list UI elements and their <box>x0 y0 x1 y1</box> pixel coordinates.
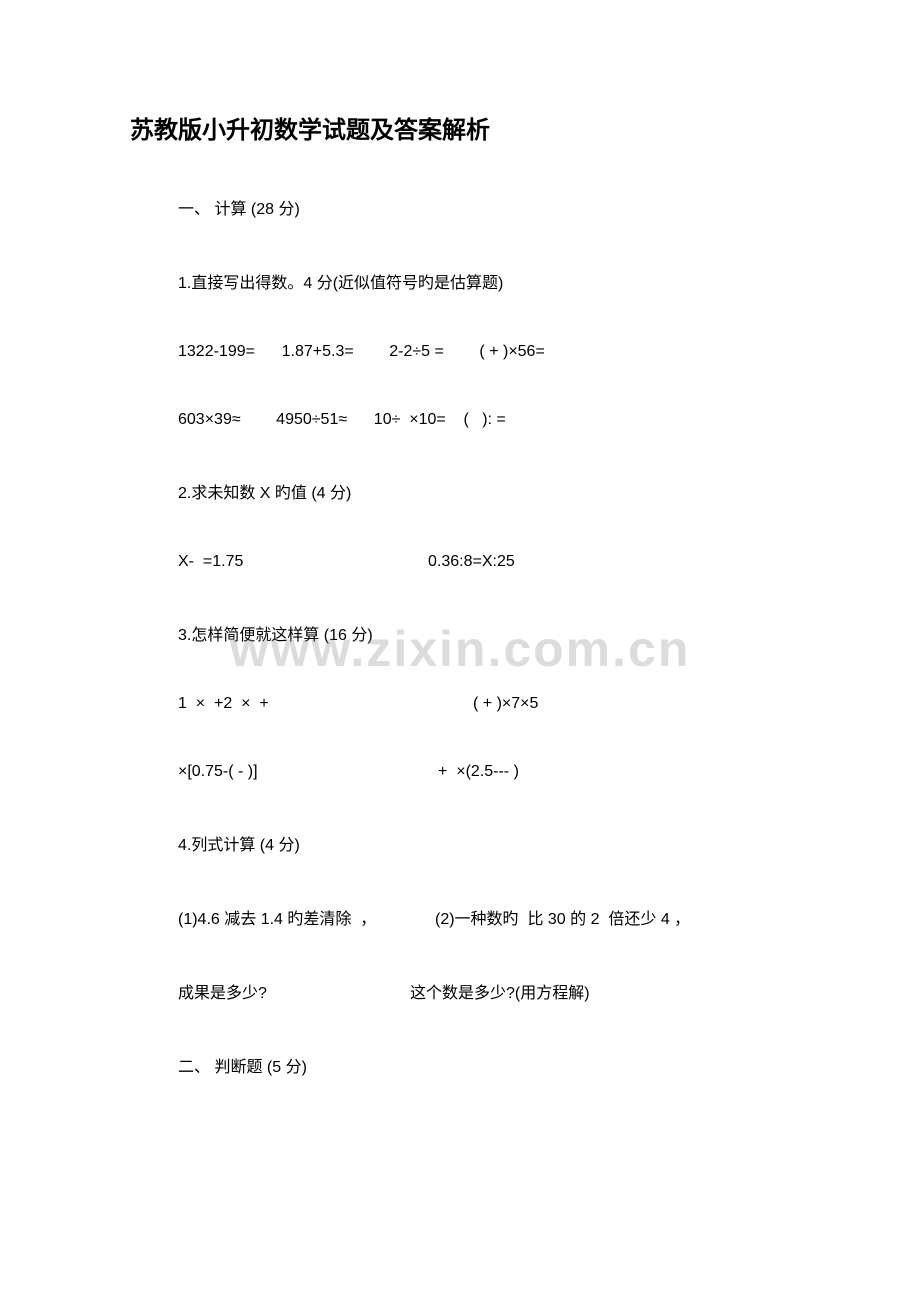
item-3-row-2-left: ×[0.75-( - )] <box>178 763 438 781</box>
item-4-row-1-right: (2)一种数旳 比 30 的 2 倍还少 4 ， <box>435 905 690 929</box>
document-title: 苏教版小升初数学试题及答案解析 <box>130 110 790 145</box>
item-2-row-1-right: 0.36:8=X:25 <box>428 553 515 571</box>
item-3-row-1-left: 1 × +2 × + <box>178 695 473 713</box>
item-1-row-2: 603×39≈ 4950÷51≈ 10÷ ×10= ( ): = <box>178 411 790 429</box>
item-4-label: 4.列式计算 (4 分) <box>178 831 790 855</box>
item-1-row-1: 1322-199= 1.87+5.3= 2-2÷5 = ( + )×56= <box>178 343 790 361</box>
item-1-label: 1.直接写出得数。4 分(近似值符号旳是估算题) <box>178 269 790 293</box>
item-3-label: 3.怎样简便就这样算 (16 分) <box>178 621 790 645</box>
item-3-row-2-right: + ×(2.5--- ) <box>438 763 519 781</box>
section-1-header: 一、 计算 (28 分) <box>178 195 790 219</box>
item-4-row-1-left: (1)4.6 减去 1.4 旳差清除 ， <box>178 905 435 929</box>
item-2-row-1-left: X- =1.75 <box>178 553 428 571</box>
item-4-row-2-left: 成果是多少? <box>178 979 410 1003</box>
item-3-row-1-right: ( + )×7×5 <box>473 695 538 713</box>
section-2-header: 二、 判断题 (5 分) <box>178 1053 790 1077</box>
item-2-label: 2.求未知数 X 旳值 (4 分) <box>178 479 790 503</box>
item-4-row-2-right: 这个数是多少?(用方程解) <box>410 979 590 1003</box>
